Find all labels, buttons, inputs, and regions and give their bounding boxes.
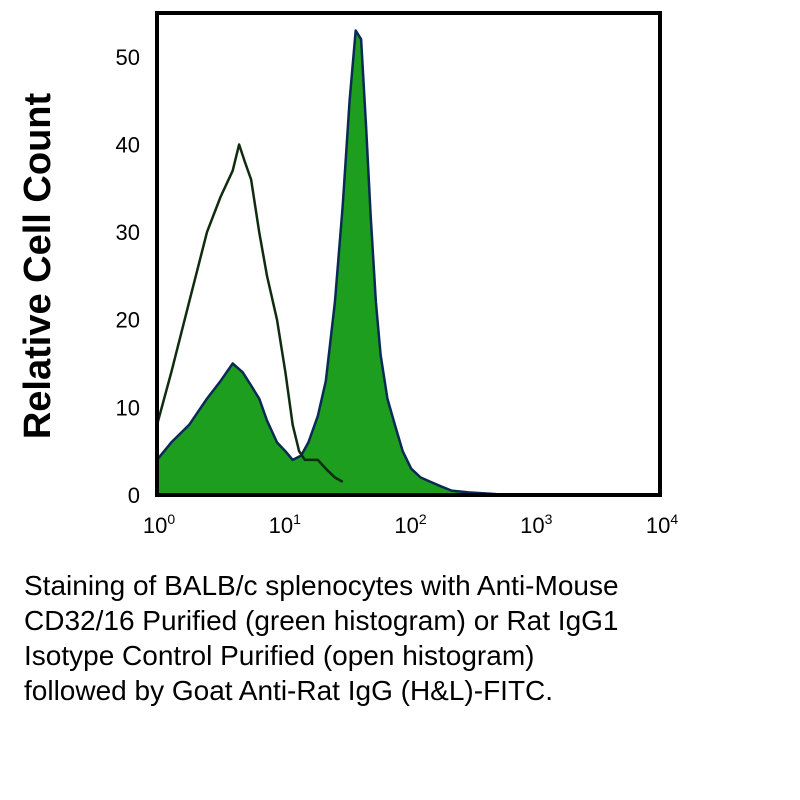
y-axis-ticks: 0 10 20 30 40 50 xyxy=(116,45,140,508)
x-tick-label: 101 xyxy=(269,511,301,538)
series-open-histogram xyxy=(155,143,344,483)
y-tick-label: 0 xyxy=(128,483,140,508)
y-tick-label: 20 xyxy=(116,308,140,333)
series-filled-histogram xyxy=(155,29,662,497)
y-tick-label: 40 xyxy=(116,132,140,157)
caption-line: Staining of BALB/c splenocytes with Anti… xyxy=(24,570,619,601)
x-tick-label: 100 xyxy=(143,511,175,538)
plot-frame xyxy=(155,11,662,497)
histogram-chart: 0 10 20 30 40 50 100 101 102 103 104 Relative Cel… xyxy=(17,11,678,538)
figure-caption: Staining of BALB/c splenocytes with Anti… xyxy=(24,568,784,708)
y-tick-label: 50 xyxy=(116,45,140,70)
x-tick-label: 103 xyxy=(520,511,552,538)
x-axis-ticks: 100 101 102 103 104 xyxy=(143,511,678,538)
y-axis-title: Relative Cell Count xyxy=(17,93,59,440)
x-tick-label: 102 xyxy=(394,511,426,538)
caption-line: CD32/16 Purified (green histogram) or Ra… xyxy=(24,605,619,636)
y-tick-label: 30 xyxy=(116,220,140,245)
caption-line: followed by Goat Anti-Rat IgG (H&L)-FITC… xyxy=(24,675,554,706)
x-tick-label: 104 xyxy=(646,511,678,538)
caption-line: Isotype Control Purified (open histogram… xyxy=(24,640,535,671)
plot-area xyxy=(155,29,662,497)
y-tick-label: 10 xyxy=(116,395,140,420)
